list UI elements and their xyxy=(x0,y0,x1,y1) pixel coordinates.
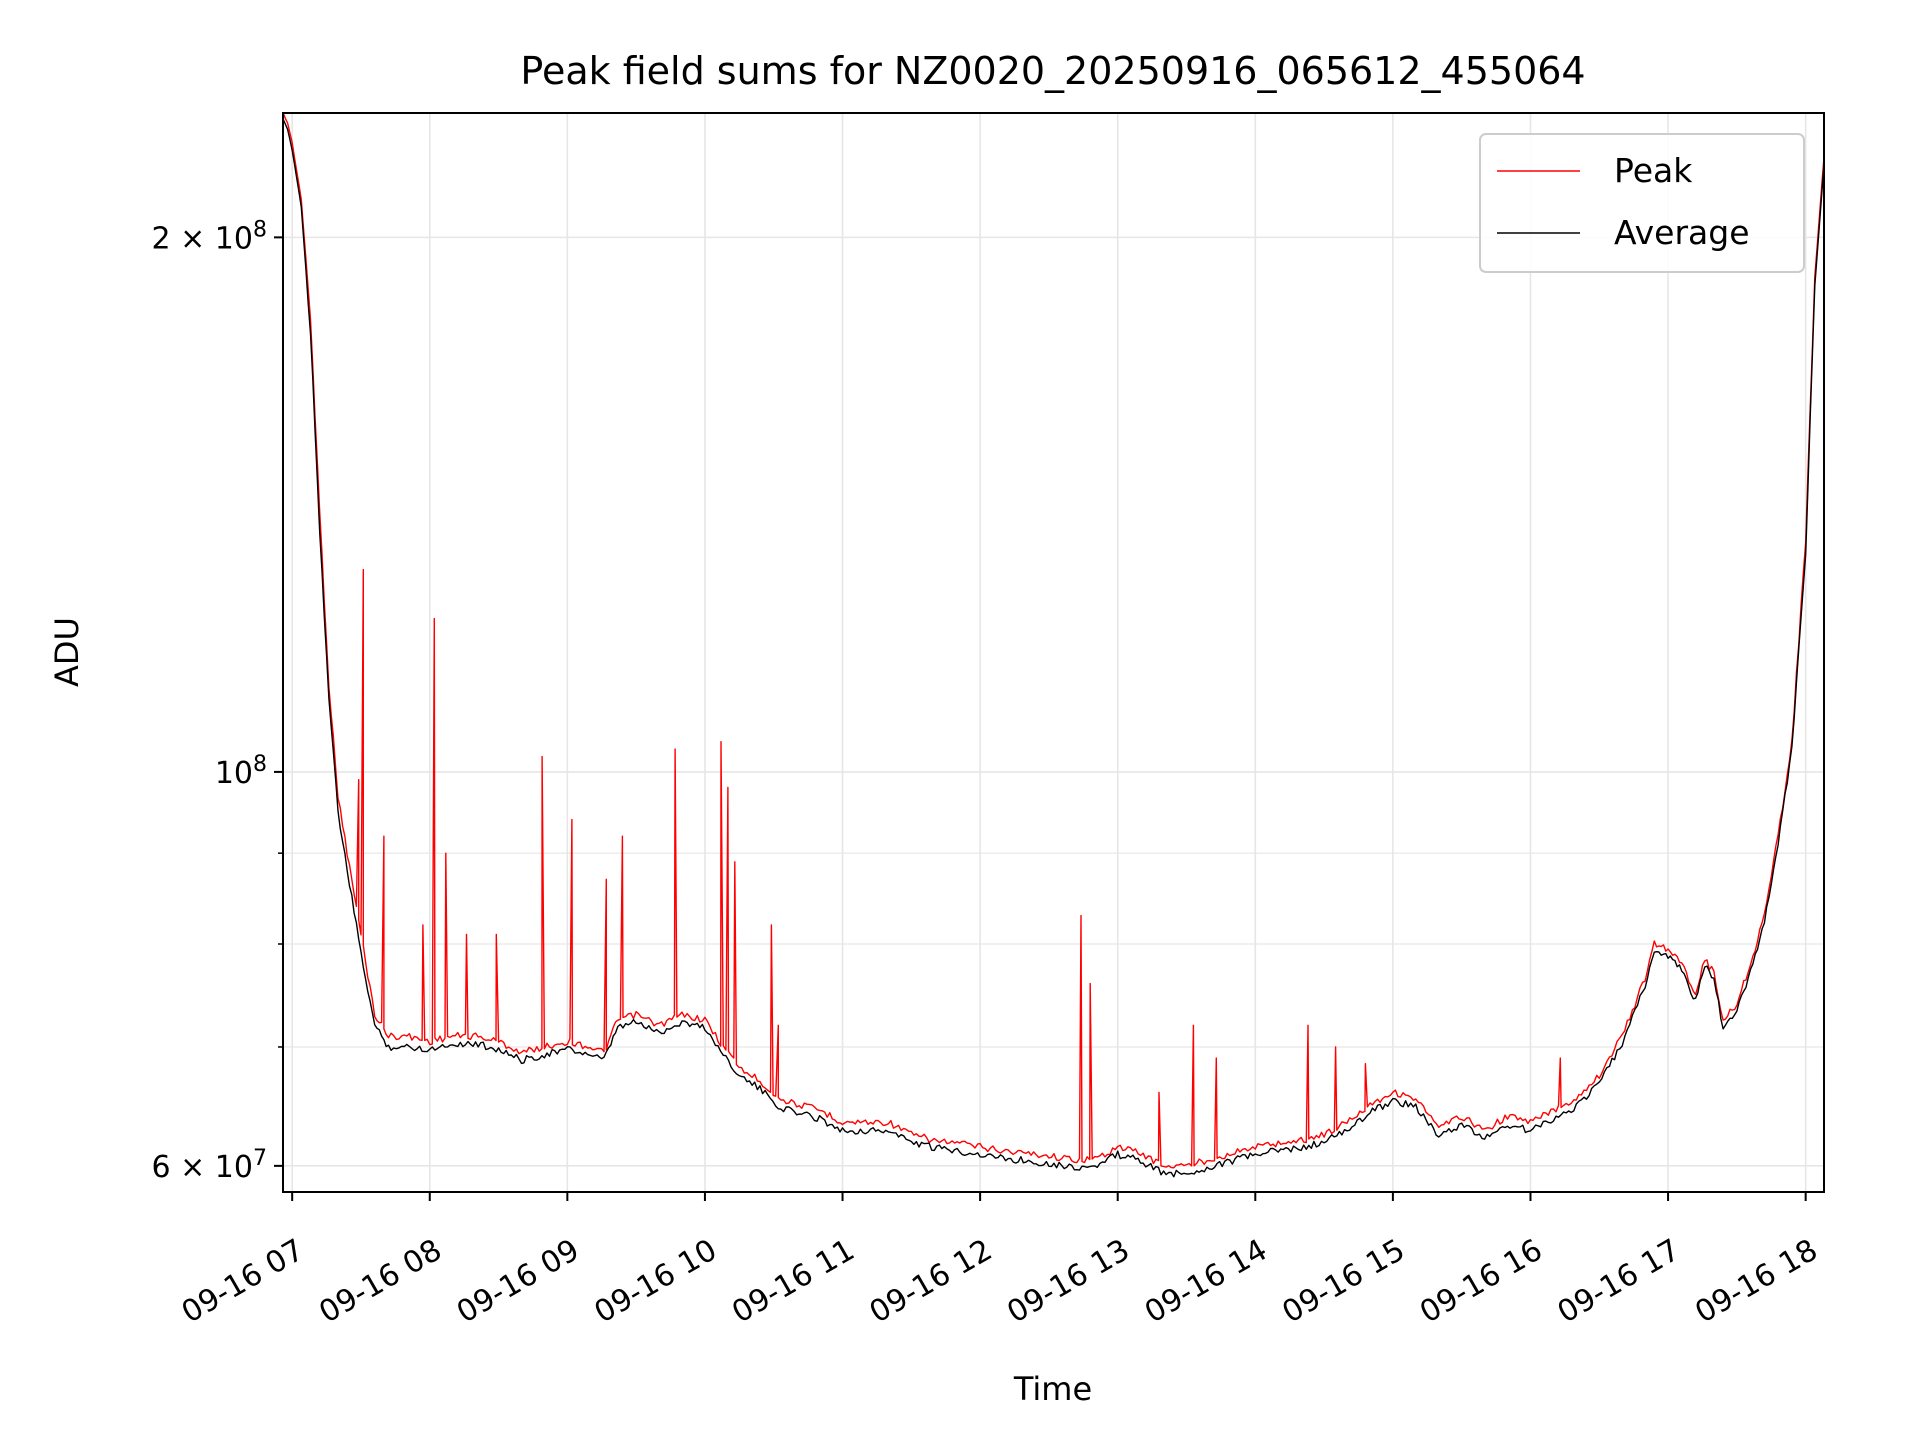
plot-frame xyxy=(282,112,1825,1193)
x-axis-label: Time xyxy=(1013,1370,1092,1408)
y-axis: 6 × 107 108 2 × 108 xyxy=(152,217,283,1185)
y-tick-label: 2 × 108 xyxy=(152,217,267,256)
y-tick-label: 6 × 107 xyxy=(152,1146,267,1185)
y-tick-label: 108 xyxy=(215,752,267,791)
legend-label-peak: Peak xyxy=(1614,151,1693,190)
series-line-peak xyxy=(282,112,1825,1169)
x-axis: 09-16 07 09-16 08 09-16 09 09-16 10 09-16 11… xyxy=(176,1192,1824,1330)
x-tick-label: 09-16 18 xyxy=(1689,1233,1823,1331)
x-tick-label: 09-16 11 xyxy=(726,1233,860,1331)
legend: Peak Average xyxy=(1479,133,1805,273)
series-line-average xyxy=(282,118,1825,1178)
series-layer xyxy=(282,112,1825,1178)
x-tick-label: 09-16 17 xyxy=(1552,1233,1686,1331)
x-tick-label: 09-16 16 xyxy=(1414,1233,1548,1331)
x-tick-label: 09-16 08 xyxy=(313,1233,447,1331)
chart-title: Peak field sums for NZ0020_20250916_0656… xyxy=(520,49,1585,93)
x-tick-label: 09-16 14 xyxy=(1139,1233,1273,1331)
x-tick-label: 09-16 13 xyxy=(1001,1233,1135,1331)
legend-box xyxy=(1479,133,1805,273)
x-tick-label: 09-16 12 xyxy=(864,1233,998,1331)
legend-label-average: Average xyxy=(1614,213,1750,252)
grid-lines xyxy=(283,113,1824,1192)
x-tick-label: 09-16 15 xyxy=(1277,1233,1411,1331)
x-tick-label: 09-16 07 xyxy=(176,1233,310,1331)
y-axis-label: ADU xyxy=(48,617,86,687)
x-tick-label: 09-16 10 xyxy=(589,1233,723,1331)
x-tick-label: 09-16 09 xyxy=(451,1233,585,1331)
